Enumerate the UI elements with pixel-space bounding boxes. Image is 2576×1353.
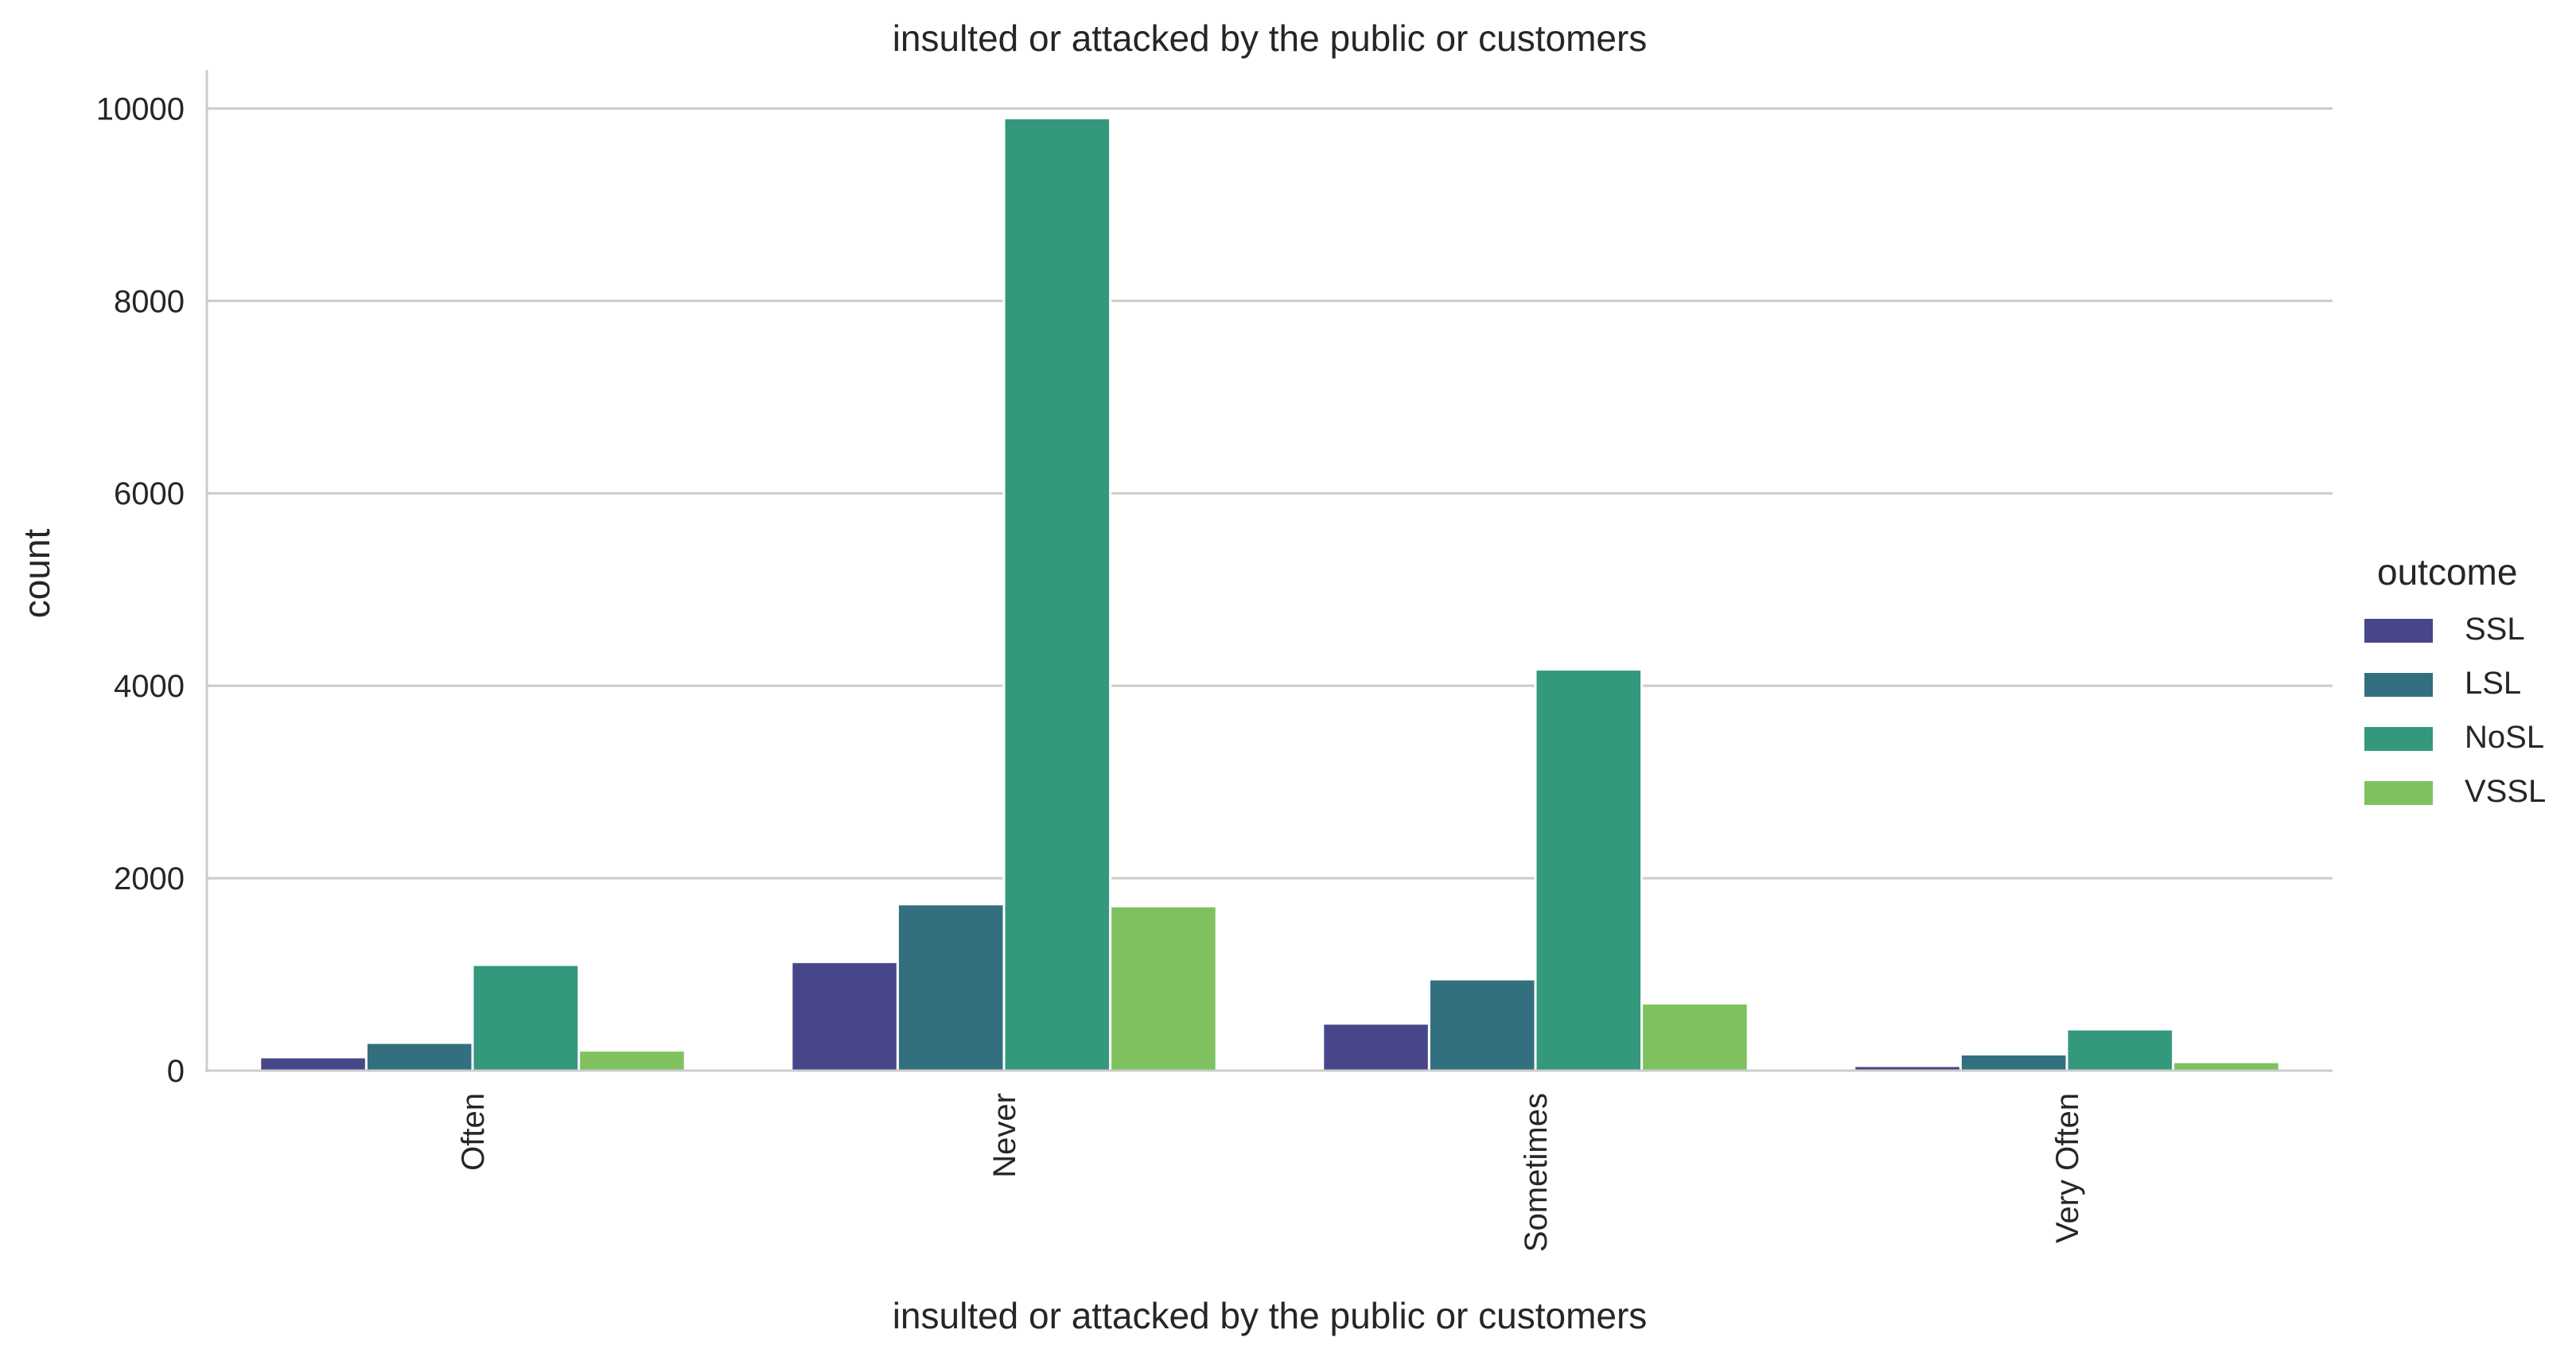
bar-vssl-never xyxy=(1109,904,1218,1072)
legend: outcome SSL LSL NoSL VSSL xyxy=(2364,551,2546,809)
legend-swatch-lsl xyxy=(2364,673,2433,697)
bar-ssl-often xyxy=(259,1056,368,1072)
y-tick-label: 8000 xyxy=(114,284,185,319)
y-tick-label: 2000 xyxy=(114,861,185,896)
x-tick-labels: Often Never Sometimes Very Often xyxy=(456,1093,2085,1252)
bar-vssl-often xyxy=(578,1049,687,1072)
bar-ssl-sometimes xyxy=(1321,1022,1430,1072)
y-tick-labels: 0 2000 4000 6000 8000 10000 xyxy=(96,91,185,1089)
bar-vssl-very-often xyxy=(2172,1060,2281,1072)
x-axis-label: insulted or attacked by the public or cu… xyxy=(893,1295,1648,1336)
y-tick-label: 6000 xyxy=(114,476,185,511)
legend-label-nosl: NoSL xyxy=(2465,720,2544,755)
bar-ssl-never xyxy=(790,960,899,1072)
legend-label-vssl: VSSL xyxy=(2465,774,2546,809)
legend-swatch-nosl xyxy=(2364,727,2433,751)
x-tick-label: Never xyxy=(987,1093,1022,1178)
legend-title: outcome xyxy=(2377,551,2517,593)
y-tick-label: 10000 xyxy=(96,91,185,126)
bar-vssl-sometimes xyxy=(1640,1001,1749,1072)
bar-nosl-sometimes xyxy=(1534,668,1644,1072)
bar-nosl-never xyxy=(1002,116,1112,1072)
bar-nosl-very-often xyxy=(2065,1028,2175,1072)
chart-title: insulted or attacked by the public or cu… xyxy=(893,17,1648,59)
y-axis-label: count xyxy=(16,529,57,619)
bar-lsl-often xyxy=(364,1041,474,1072)
legend-label-ssl: SSL xyxy=(2465,612,2525,647)
bar-lsl-never xyxy=(896,903,1006,1072)
bar-nosl-often xyxy=(471,963,581,1072)
legend-swatch-ssl xyxy=(2364,619,2433,643)
bar-lsl-sometimes xyxy=(1427,978,1537,1072)
x-tick-label: Often xyxy=(456,1093,491,1171)
y-gridlines xyxy=(207,107,2333,1072)
legend-label-lsl: LSL xyxy=(2465,666,2521,701)
bars xyxy=(259,116,2281,1072)
legend-swatch-vssl xyxy=(2364,781,2433,805)
bar-lsl-very-often xyxy=(1959,1052,2068,1072)
y-tick-label: 4000 xyxy=(114,669,185,704)
y-tick-label: 0 xyxy=(167,1054,185,1089)
x-tick-label: Very Often xyxy=(2050,1093,2085,1243)
x-tick-label: Sometimes xyxy=(1519,1093,1554,1252)
axes-spines xyxy=(205,70,2333,1072)
